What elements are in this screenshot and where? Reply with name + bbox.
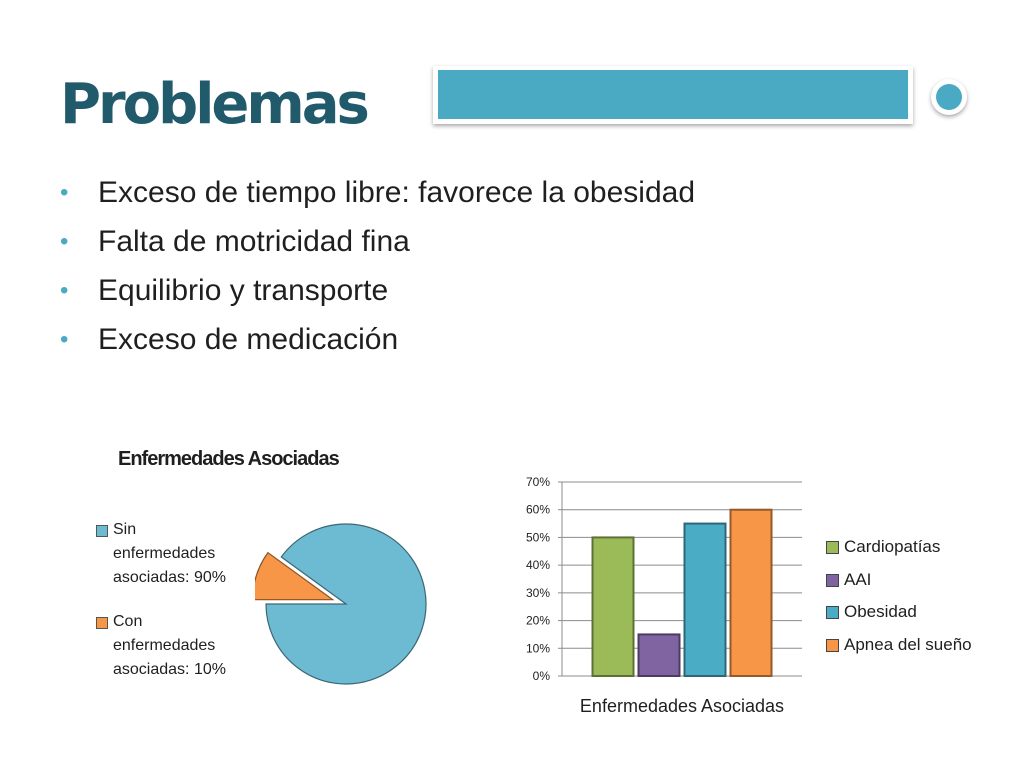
bullet-list: • Exceso de tiempo libre: favorece la ob…	[58, 170, 695, 366]
pie-legend-label-line: asociadas: 10%	[113, 661, 226, 678]
bar	[683, 522, 727, 678]
pie-legend-label-line: asociadas: 90%	[113, 569, 226, 586]
bar-y-tick-label: 20%	[526, 614, 550, 628]
bar-legend-swatch	[826, 541, 839, 554]
bar-legend-label: Apnea del sueño	[844, 634, 972, 654]
pie-legend-label-line: Sin	[113, 521, 137, 538]
bar-legend-swatch	[826, 638, 839, 652]
pie-legend-swatch	[96, 525, 108, 537]
bar-legend-item: Apnea del sueño	[826, 633, 972, 666]
pie-legend-label-line: Con	[113, 613, 143, 630]
bullet-dot-icon: •	[60, 179, 69, 206]
bar-y-tick-label: 30%	[526, 586, 550, 600]
bar-legend-label: Obesidad	[844, 602, 917, 621]
pie-legend-item: Sin enfermedades asociadas: 90%	[96, 518, 266, 590]
bar-chart-plot: 0% 10% 20% 30% 40% 50% 60% 70% Enfermedades Asoc…	[526, 475, 802, 716]
pie-chart-plot	[255, 523, 427, 685]
bar-legend-item: Cardiopatías	[826, 535, 972, 568]
bar-y-tick-label: 50%	[526, 530, 550, 544]
pie-legend-swatch	[96, 617, 108, 629]
decorative-circle-icon	[931, 79, 967, 115]
bullet-text: Equilibrio y transporte	[98, 274, 389, 307]
bar	[729, 508, 773, 678]
bar-legend-item: Obesidad	[826, 600, 972, 633]
bar-legend-label: Cardiopatías	[844, 537, 941, 556]
bar-x-axis-label: Enfermedades Asociadas	[580, 696, 784, 716]
bar-legend-swatch	[826, 606, 839, 619]
decorative-title-bar-fill	[438, 70, 908, 119]
decorative-circle-fill	[936, 84, 962, 110]
bar-y-tick-label: 0%	[533, 669, 551, 683]
bar-y-tick-label: 10%	[526, 641, 550, 655]
bar-legend-swatch	[826, 573, 839, 587]
bullet-dot-icon: •	[60, 228, 69, 255]
pie-slice	[265, 523, 427, 685]
bullet-item: • Falta de motricidad fina	[58, 219, 695, 268]
bar	[591, 536, 635, 677]
pie-slice	[255, 551, 335, 601]
pie-legend: Sin enfermedades asociadas: 90% Con enfe…	[96, 518, 266, 702]
bar-legend-label: AAI	[844, 569, 872, 589]
bullet-text: Exceso de tiempo libre: favorece la obes…	[98, 176, 696, 209]
bullet-item: • Exceso de medicación	[58, 317, 695, 366]
bullet-dot-icon: •	[60, 277, 69, 304]
bar-y-tick-label: 60%	[526, 503, 550, 517]
bar-y-tick-label: 40%	[526, 558, 550, 572]
bar-y-tick-label: 70%	[526, 475, 550, 489]
decorative-title-bar	[433, 66, 913, 124]
pie-legend-item: Con enfermedades asociadas: 10%	[96, 610, 266, 682]
pie-legend-label-line: enfermedades	[113, 545, 216, 562]
bullet-text: Exceso de medicación	[98, 323, 399, 356]
bar	[637, 633, 681, 678]
bullet-dot-icon: •	[60, 326, 69, 353]
pie-legend-label-line: enfermedades	[113, 637, 216, 654]
bar-legend-item: AAI	[826, 568, 972, 601]
pie-chart-title: Enfermedades Asociadas	[118, 448, 340, 470]
slide-title: Problemas	[60, 72, 370, 137]
bullet-item: • Equilibrio y transporte	[58, 268, 695, 317]
bullet-text: Falta de motricidad fina	[98, 225, 410, 258]
bar-legend: Cardiopatías AAI Obesidad Apnea del sueñ…	[826, 535, 972, 665]
bullet-item: • Exceso de tiempo libre: favorece la ob…	[58, 170, 695, 219]
